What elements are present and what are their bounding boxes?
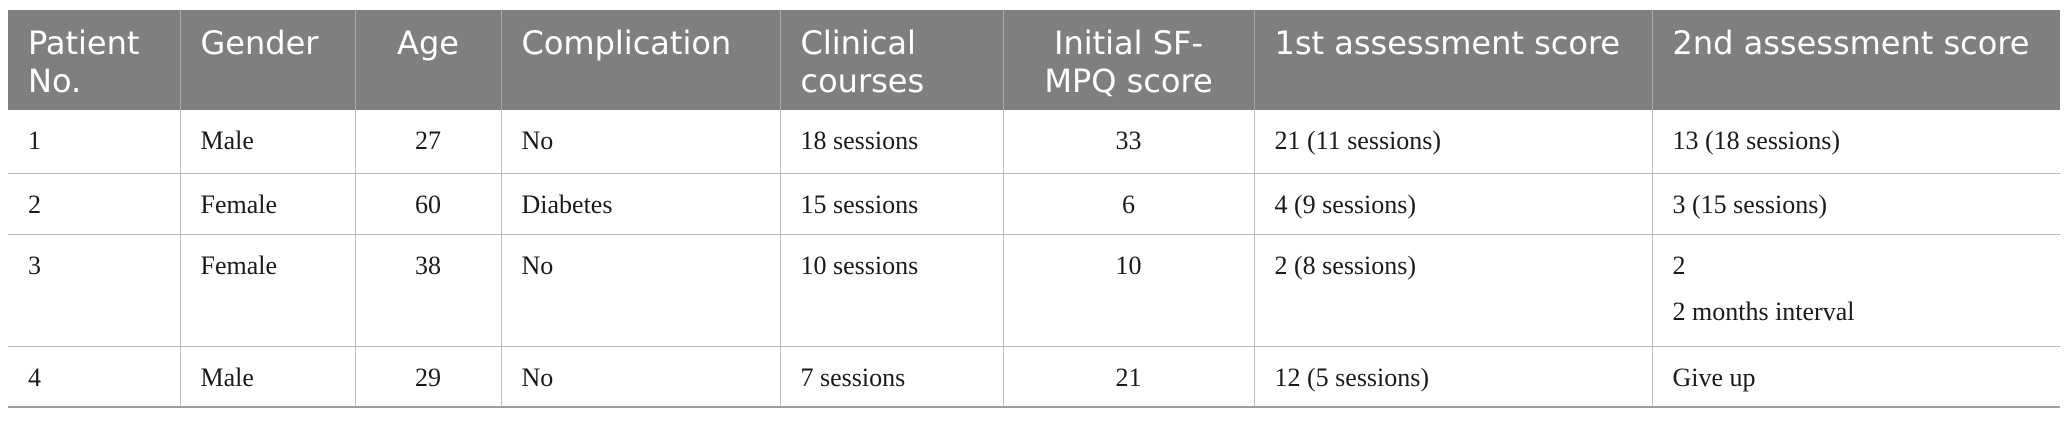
cell-age: 27: [354, 110, 501, 174]
cell-first-assessment: 21 (11 sessions): [1253, 110, 1652, 174]
cell-second-assessment-note: 2 months interval: [1672, 296, 1855, 326]
header-age: Age: [354, 10, 501, 110]
header-complication: Complication: [500, 10, 780, 110]
cell-second-assessment-value: 2: [1672, 250, 1686, 280]
cell-first-assessment: 4 (9 sessions): [1253, 173, 1652, 235]
cell-gender: Female: [179, 173, 355, 235]
cell-age: 60: [354, 173, 501, 235]
cell-patient-no: 3: [8, 234, 180, 347]
cell-gender: Male: [179, 110, 355, 174]
cell-clinical-courses: 7 sessions: [779, 346, 1003, 408]
cell-first-assessment: 2 (8 sessions): [1253, 234, 1652, 347]
cell-gender: Male: [179, 346, 355, 408]
cell-complication: No: [500, 110, 780, 174]
cell-initial-score: 10: [1002, 234, 1254, 347]
cell-age: 29: [354, 346, 501, 408]
header-gender: Gender: [179, 10, 355, 110]
header-row: Patient No. Gender Age Complication Clin…: [8, 10, 2060, 110]
cell-initial-score: 21: [1002, 346, 1254, 408]
header-clinical-courses: Clinical courses: [779, 10, 1003, 110]
cell-complication: No: [500, 346, 780, 408]
cell-patient-no: 1: [8, 110, 180, 174]
cell-second-assessment: Give up: [1651, 346, 2060, 408]
header-initial-score: Initial SF-MPQ score: [1002, 10, 1254, 110]
cell-clinical-courses: 15 sessions: [779, 173, 1003, 235]
header-first-assessment: 1st assessment score: [1253, 10, 1652, 110]
cell-age: 38: [354, 234, 501, 347]
cell-second-assessment: 2 2 months interval: [1651, 234, 2060, 347]
cell-complication: Diabetes: [500, 173, 780, 235]
cell-first-assessment: 12 (5 sessions): [1253, 346, 1652, 408]
data-table: Patient No. Gender Age Complication Clin…: [8, 10, 2060, 408]
cell-patient-no: 2: [8, 173, 180, 235]
cell-second-assessment: 13 (18 sessions): [1651, 110, 2060, 174]
table-row: 2 Female 60 Diabetes 15 sessions 6 4 (9 …: [8, 173, 2060, 235]
table-body: 1 Male 27 No 18 sessions 33 21 (11 sessi…: [8, 110, 2060, 408]
table-row: 3 Female 38 No 10 sessions 10 2 (8 sessi…: [8, 234, 2060, 347]
header-patient-no: Patient No.: [8, 10, 180, 110]
table-row: 1 Male 27 No 18 sessions 33 21 (11 sessi…: [8, 110, 2060, 174]
cell-initial-score: 6: [1002, 173, 1254, 235]
cell-gender: Female: [179, 234, 355, 347]
cell-second-assessment: 3 (15 sessions): [1651, 173, 2060, 235]
cell-patient-no: 4: [8, 346, 180, 408]
cell-complication: No: [500, 234, 780, 347]
table-row: 4 Male 29 No 7 sessions 21 12 (5 session…: [8, 346, 2060, 408]
header-second-assessment: 2nd assessment score: [1651, 10, 2060, 110]
table-header: Patient No. Gender Age Complication Clin…: [8, 10, 2060, 110]
cell-initial-score: 33: [1002, 110, 1254, 174]
cell-clinical-courses: 18 sessions: [779, 110, 1003, 174]
cell-clinical-courses: 10 sessions: [779, 234, 1003, 347]
